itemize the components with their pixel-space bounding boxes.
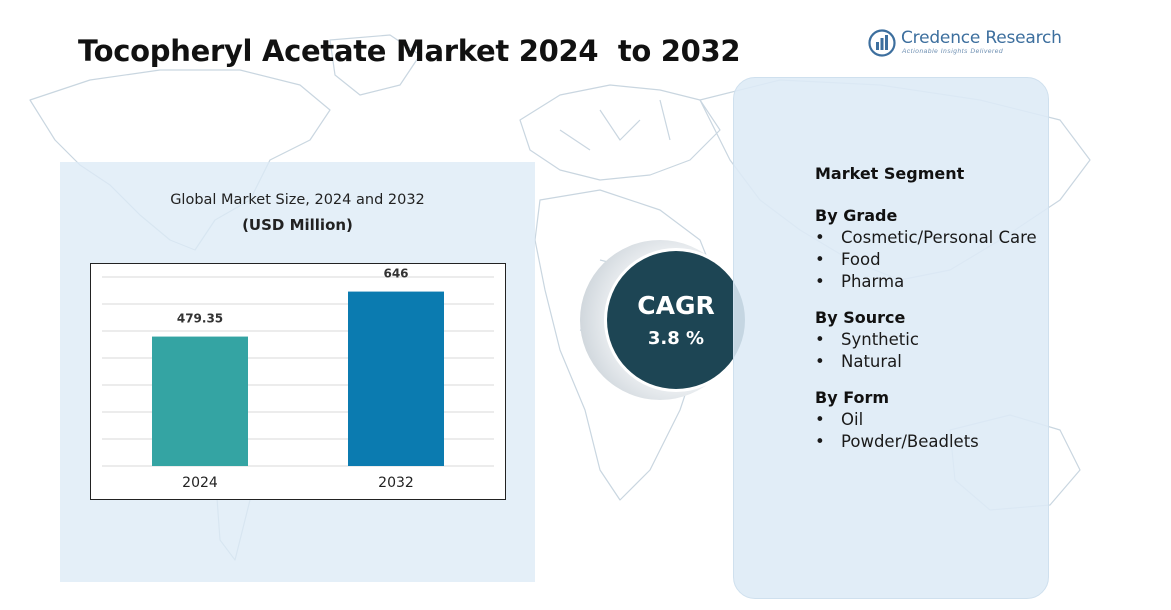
segment-group: By Source • Synthetic • Natural (815, 307, 1045, 373)
map-europe (519, 84, 721, 181)
segment-item: • Pharma (815, 271, 1045, 293)
chart-title: Global Market Size, 2024 and 2032 (170, 192, 425, 208)
bullet-icon: • (815, 228, 825, 247)
segment-item-label: Pharma (841, 272, 905, 291)
bullet-icon: • (815, 272, 825, 291)
cagr-badge: CAGR 3.8 % (580, 240, 750, 410)
bullet-icon: • (815, 432, 825, 451)
value-label-2024: 479.35 (177, 312, 223, 326)
page-title: Tocopheryl Acetate Market 2024 to 2032 (78, 34, 741, 68)
segment-item-label: Synthetic (841, 330, 919, 349)
segment-item-label: Powder/Beadlets (841, 432, 979, 451)
cagr-value: 3.8 % (647, 328, 705, 349)
brand-logo: Credence Research Actionable Insights De… (868, 26, 1062, 60)
bullet-icon: • (815, 250, 825, 269)
bar-chart-logo-icon (868, 29, 896, 57)
bar-2032 (348, 291, 444, 466)
bar-2024 (152, 336, 248, 466)
segment-groups: By Grade • Cosmetic/Personal Care • Food • Pha… (815, 205, 1045, 467)
brand-name: Credence Research (901, 28, 1062, 48)
cagr-label: CAGR (637, 291, 715, 320)
map-africa (534, 189, 721, 501)
segment-group: By Form • Oil • Powder/Beadlets (815, 387, 1045, 453)
brand-tagline: Actionable Insights Delivered (902, 48, 1004, 55)
segment-list: • Synthetic • Natural (815, 329, 1045, 373)
segment-item-label: Food (841, 250, 881, 269)
bullet-icon: • (815, 410, 825, 429)
segment-group-title: By Form (815, 388, 890, 407)
bullet-icon: • (815, 330, 825, 349)
segment-item-label: Oil (841, 410, 864, 429)
chart-unit-label: (USD Million) (242, 216, 353, 234)
segment-item-label: Natural (841, 352, 902, 371)
bar-labels: 479.35 2024 646 2032 (177, 267, 414, 491)
cagr-circle (607, 251, 745, 389)
bars (152, 291, 444, 466)
segment-list: • Oil • Powder/Beadlets (815, 409, 1045, 453)
segment-item: • Oil (815, 409, 1045, 431)
segment-item: • Cosmetic/Personal Care (815, 227, 1045, 249)
segment-group-title: By Grade (815, 206, 898, 225)
x-tick-label-2024: 2024 (182, 475, 218, 491)
map-greenland (329, 34, 421, 96)
segment-list: • Cosmetic/Personal Care • Food • Pharma (815, 227, 1045, 293)
market-segment-panel: Market Segment By Grade • Cosmetic/Persona… (733, 77, 1049, 599)
segment-group-title: By Source (815, 308, 906, 327)
bar-chart: 479.35 2024 646 2032 (90, 263, 506, 500)
segment-group: By Grade • Cosmetic/Personal Care • Food • Pha… (815, 205, 1045, 293)
segment-item: • Food (815, 249, 1045, 271)
segment-heading: Market Segment (815, 164, 965, 183)
segment-item: • Powder/Beadlets (815, 431, 1045, 453)
bullet-icon: • (815, 352, 825, 371)
segment-item: • Synthetic (815, 329, 1045, 351)
segment-item-label: Cosmetic/Personal Care (841, 228, 1037, 247)
segment-item: • Natural (815, 351, 1045, 373)
x-tick-label-2032: 2032 (378, 475, 414, 491)
value-label-2032: 646 (383, 267, 408, 281)
